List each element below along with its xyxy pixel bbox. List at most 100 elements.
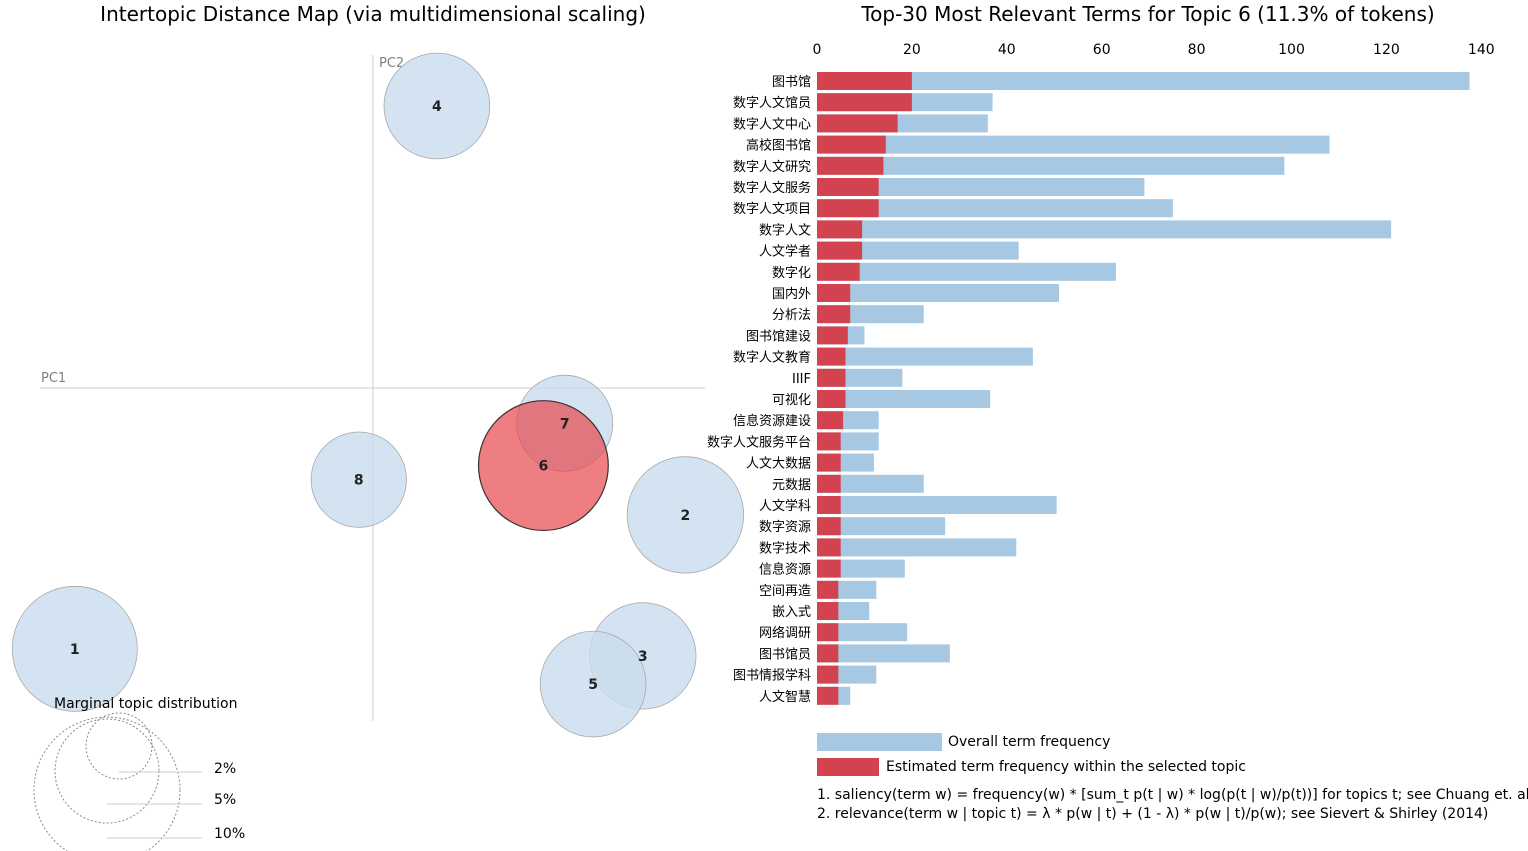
term-label-4[interactable]: 高校图书馆 — [746, 138, 811, 154]
topic-bar-17[interactable] — [817, 411, 844, 430]
term-label-26[interactable]: 嵌入式 — [772, 605, 811, 620]
topic-bar-30[interactable] — [817, 686, 839, 705]
legend-overall-label: Overall term frequency — [948, 734, 1110, 750]
topic-bar-13[interactable] — [817, 326, 848, 345]
topic-bar-14[interactable] — [817, 347, 846, 366]
topic-bar-26[interactable] — [817, 602, 839, 620]
topic-bar-28[interactable] — [817, 644, 839, 663]
distance-map-title: Intertopic Distance Map (via multidimens… — [100, 2, 646, 26]
overall-bar-16[interactable] — [817, 390, 991, 408]
topic-circle-4[interactable] — [383, 52, 491, 160]
topic-bar-5[interactable] — [817, 156, 884, 175]
marginal-circle-2pct — [85, 712, 153, 780]
overall-bar-7[interactable] — [817, 199, 1173, 218]
topic-bar-29[interactable] — [817, 665, 839, 684]
topic-bar-1[interactable] — [817, 72, 912, 90]
topic-bar-18[interactable] — [817, 432, 841, 451]
topic-bar-19[interactable] — [817, 453, 841, 472]
overall-bar-28[interactable] — [817, 644, 950, 663]
topic-bar-23[interactable] — [817, 538, 841, 557]
topic-bar-8[interactable] — [817, 220, 863, 239]
topic-circle-1[interactable] — [11, 585, 138, 712]
overall-bar-10[interactable] — [817, 262, 1116, 281]
term-label-24[interactable]: 信息资源 — [759, 562, 811, 578]
term-label-15[interactable]: IIIF — [792, 372, 811, 387]
term-label-16[interactable]: 可视化 — [772, 393, 811, 408]
term-label-19[interactable]: 人文大数据 — [746, 457, 811, 472]
topic-bar-4[interactable] — [817, 135, 886, 154]
topic-circle-5[interactable] — [539, 630, 647, 738]
overall-bar-5[interactable] — [817, 156, 1285, 175]
topic-bar-2[interactable] — [817, 93, 912, 112]
x-tick-140: 140 — [1468, 42, 1495, 58]
term-label-14[interactable]: 数字人文教育 — [733, 350, 811, 366]
overall-bar-6[interactable] — [817, 178, 1145, 196]
term-label-11[interactable]: 国内外 — [772, 286, 811, 302]
topic-bar-24[interactable] — [817, 559, 841, 578]
topic-circle-6[interactable] — [477, 400, 609, 532]
topic-bar-15[interactable] — [817, 368, 846, 387]
topic-bar-9[interactable] — [817, 241, 863, 260]
marginal-label-5pct: 5% — [214, 792, 236, 808]
topic-bar-21[interactable] — [817, 496, 841, 514]
marginal-label-2pct: 2% — [214, 761, 236, 777]
footnote-saliency: 1. saliency(term w) = frequency(w) * [su… — [817, 787, 1528, 803]
topic-bar-22[interactable] — [817, 517, 841, 536]
x-tick-120: 120 — [1373, 42, 1400, 58]
topic-bar-16[interactable] — [817, 390, 846, 408]
term-label-17[interactable]: 信息资源建设 — [733, 413, 811, 429]
topic-bar-6[interactable] — [817, 178, 879, 196]
topic-bar-3[interactable] — [817, 114, 898, 133]
pc1-label: PC1 — [41, 371, 66, 386]
x-tick-20: 20 — [903, 42, 921, 58]
overall-bar-4[interactable] — [817, 135, 1330, 154]
term-label-29[interactable]: 图书情报学科 — [733, 668, 811, 684]
topic-circles[interactable] — [11, 52, 745, 738]
topic-circle-8[interactable] — [310, 431, 407, 528]
overall-bar-23[interactable] — [817, 538, 1017, 557]
term-label-20[interactable]: 元数据 — [772, 478, 811, 493]
x-tick-60: 60 — [1093, 42, 1111, 58]
term-label-3[interactable]: 数字人文中心 — [733, 117, 811, 132]
topic-label-5: 5 — [588, 677, 598, 693]
topic-bar-7[interactable] — [817, 199, 879, 218]
term-label-23[interactable]: 数字技术 — [759, 541, 811, 556]
term-label-9[interactable]: 人文学者 — [759, 244, 811, 260]
term-labels[interactable]: 图书馆数字人文馆员数字人文中心高校图书馆数字人文研究数字人文服务数字人文项目数字… — [707, 75, 811, 705]
x-tick-40: 40 — [998, 42, 1016, 58]
term-label-1[interactable]: 图书馆 — [772, 75, 811, 90]
topic-circle-2[interactable] — [626, 456, 745, 574]
topic-bar-25[interactable] — [817, 580, 839, 599]
term-label-22[interactable]: 数字资源 — [759, 520, 811, 535]
overall-bar-27[interactable] — [817, 623, 908, 642]
topic-bar-12[interactable] — [817, 305, 851, 324]
overall-bar-9[interactable] — [817, 241, 1019, 260]
term-label-10[interactable]: 数字化 — [772, 266, 811, 281]
overall-bar-14[interactable] — [817, 347, 1033, 366]
overall-bar-8[interactable] — [817, 220, 1392, 239]
term-label-13[interactable]: 图书馆建设 — [746, 329, 811, 344]
overall-bar-20[interactable] — [817, 474, 924, 493]
term-label-7[interactable]: 数字人文项目 — [733, 202, 811, 217]
term-label-27[interactable]: 网络调研 — [759, 625, 811, 641]
overall-bar-1[interactable] — [817, 72, 1470, 90]
term-label-18[interactable]: 数字人文服务平台 — [707, 434, 811, 450]
term-label-8[interactable]: 数字人文 — [759, 223, 811, 238]
term-label-30[interactable]: 人文智慧 — [759, 689, 811, 705]
overall-bar-11[interactable] — [817, 284, 1059, 302]
topic-bar-27[interactable] — [817, 623, 839, 642]
term-label-6[interactable]: 数字人文服务 — [733, 180, 811, 196]
term-label-21[interactable]: 人文学科 — [759, 498, 811, 514]
topic-bar-10[interactable] — [817, 262, 860, 281]
overall-bar-21[interactable] — [817, 496, 1057, 514]
term-label-25[interactable]: 空间再造 — [759, 584, 811, 599]
topic-bar-20[interactable] — [817, 474, 841, 493]
topic-bar-11[interactable] — [817, 284, 851, 302]
term-label-2[interactable]: 数字人文馆员 — [733, 96, 811, 111]
term-label-12[interactable]: 分析法 — [772, 308, 811, 323]
overall-bar-22[interactable] — [817, 517, 946, 536]
term-label-5[interactable]: 数字人文研究 — [733, 160, 811, 175]
term-bars[interactable] — [817, 72, 1470, 705]
term-label-28[interactable]: 图书馆员 — [759, 647, 811, 662]
